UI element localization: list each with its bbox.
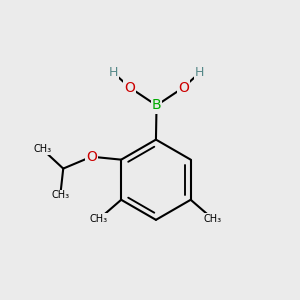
Text: H: H <box>109 66 118 79</box>
Text: CH₃: CH₃ <box>90 214 108 224</box>
Text: CH₃: CH₃ <box>33 144 52 154</box>
Text: O: O <box>178 81 189 94</box>
Text: O: O <box>124 81 135 94</box>
Text: O: O <box>86 150 97 164</box>
Text: CH₃: CH₃ <box>51 190 69 200</box>
Text: H: H <box>195 66 204 79</box>
Text: CH₃: CH₃ <box>204 214 222 224</box>
Text: B: B <box>152 98 161 112</box>
